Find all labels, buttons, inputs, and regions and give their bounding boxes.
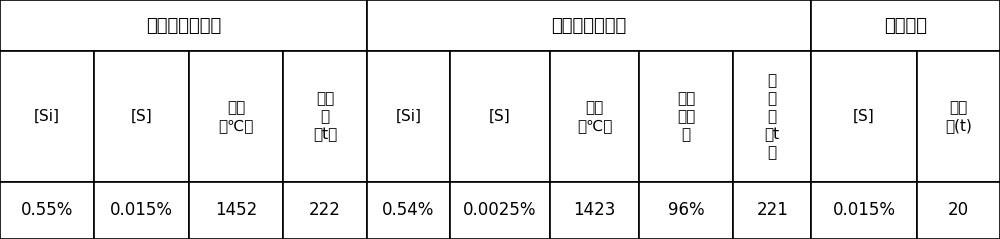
Text: 0.54%: 0.54% <box>382 201 435 219</box>
Bar <box>917 182 1000 239</box>
Bar <box>450 182 550 239</box>
Text: [S]: [S] <box>489 109 511 124</box>
Text: 1452: 1452 <box>215 201 257 219</box>
Text: 0.0025%: 0.0025% <box>463 201 537 219</box>
Text: 温度
（℃）: 温度 （℃） <box>577 100 612 133</box>
Bar <box>367 0 811 51</box>
Text: 222: 222 <box>309 201 341 219</box>
Text: 0.015%: 0.015% <box>832 201 895 219</box>
Text: 96%: 96% <box>668 201 704 219</box>
Bar <box>550 182 639 239</box>
Bar <box>811 51 917 182</box>
Text: 脱硫前铁水情况: 脱硫前铁水情况 <box>146 17 221 35</box>
Text: 0.55%: 0.55% <box>21 201 73 219</box>
Text: 铁水
量
（t）: 铁水 量 （t） <box>313 91 337 142</box>
Bar <box>811 0 1000 51</box>
Bar <box>367 51 450 182</box>
Text: 温度
（℃）: 温度 （℃） <box>218 100 254 133</box>
Bar <box>94 51 189 182</box>
Text: [Si]: [Si] <box>34 109 60 124</box>
Bar <box>811 182 917 239</box>
Bar <box>283 51 367 182</box>
Bar <box>94 182 189 239</box>
Text: 脱硫后铁水情况: 脱硫后铁水情况 <box>551 17 627 35</box>
Bar <box>189 182 283 239</box>
Bar <box>639 51 733 182</box>
Text: 221: 221 <box>756 201 788 219</box>
Bar <box>0 0 367 51</box>
Text: 铁
水
量
（t
）: 铁 水 量 （t ） <box>765 73 780 160</box>
Bar <box>367 182 450 239</box>
Bar <box>283 182 367 239</box>
Bar <box>550 51 639 182</box>
Bar <box>0 51 94 182</box>
Bar <box>917 51 1000 182</box>
Bar <box>733 182 811 239</box>
Text: [S]: [S] <box>853 109 875 124</box>
Bar <box>450 51 550 182</box>
Bar <box>189 51 283 182</box>
Text: [S]: [S] <box>131 109 153 124</box>
Bar <box>0 182 94 239</box>
Text: 铁水
亮液
面: 铁水 亮液 面 <box>677 91 695 142</box>
Text: [Si]: [Si] <box>395 109 421 124</box>
Text: 废钢
量(t): 废钢 量(t) <box>945 100 972 133</box>
Text: 0.015%: 0.015% <box>110 201 173 219</box>
Text: 1423: 1423 <box>573 201 616 219</box>
Text: 20: 20 <box>948 201 969 219</box>
Bar <box>639 182 733 239</box>
Bar <box>733 51 811 182</box>
Text: 废钢情况: 废钢情况 <box>884 17 927 35</box>
